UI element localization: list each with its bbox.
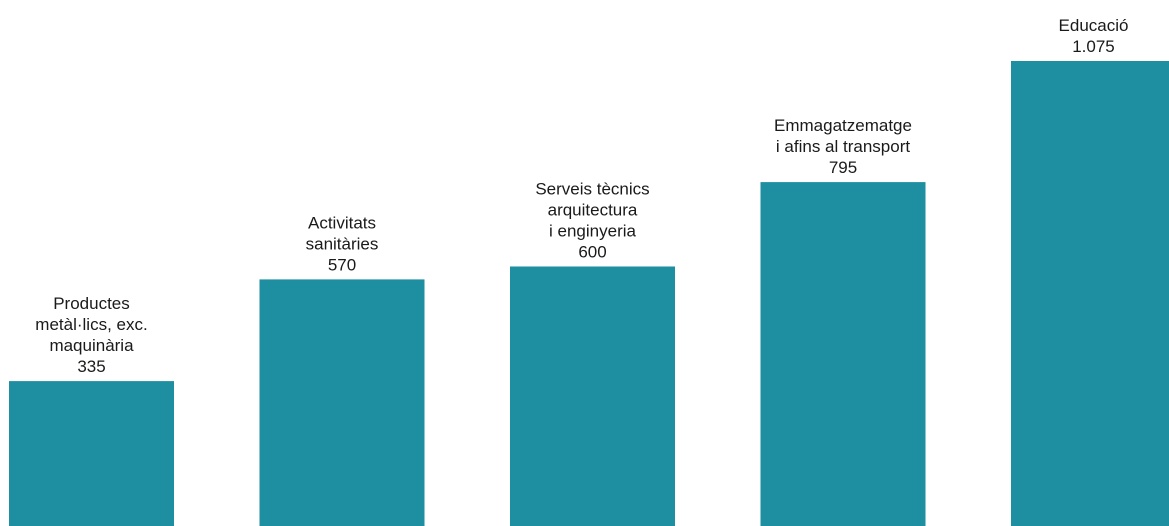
bar-5-category-label-line-1: Educació: [1059, 16, 1129, 35]
bar-2-category-label-line-2: sanitàries: [306, 234, 379, 253]
bar-2-category-label-line-1: Activitats: [308, 213, 376, 232]
bar-1: [9, 381, 174, 526]
bar-3-category-label-line-1: Serveis tècnics: [535, 180, 649, 199]
bar-3-category-label-line-2: arquitectura: [548, 201, 638, 220]
bar-4-category-label-line-1: Emmagatzematge: [774, 116, 912, 135]
bar-1-category-label-line-2: metàl·lics, exc.: [35, 315, 147, 334]
bar-1-value-label: 335: [77, 357, 105, 376]
bar-3: [510, 266, 675, 526]
bar-2: [259, 279, 425, 526]
bar-3-value-label: 600: [578, 243, 606, 262]
bar-1-category-label-line-1: Productes: [53, 294, 130, 313]
bar-4-value-label: 795: [829, 158, 857, 177]
bar-4: [760, 182, 926, 526]
bar-2-value-label: 570: [328, 255, 356, 274]
bar-1-category-label-line-3: maquinària: [49, 336, 134, 355]
bar-4-category-label-line-2: i afins al transport: [776, 137, 910, 156]
bar-5-value-label: 1.075: [1072, 37, 1115, 56]
bar-5: [1011, 61, 1169, 526]
bar-3-category-label-line-3: i enginyeria: [549, 222, 636, 241]
